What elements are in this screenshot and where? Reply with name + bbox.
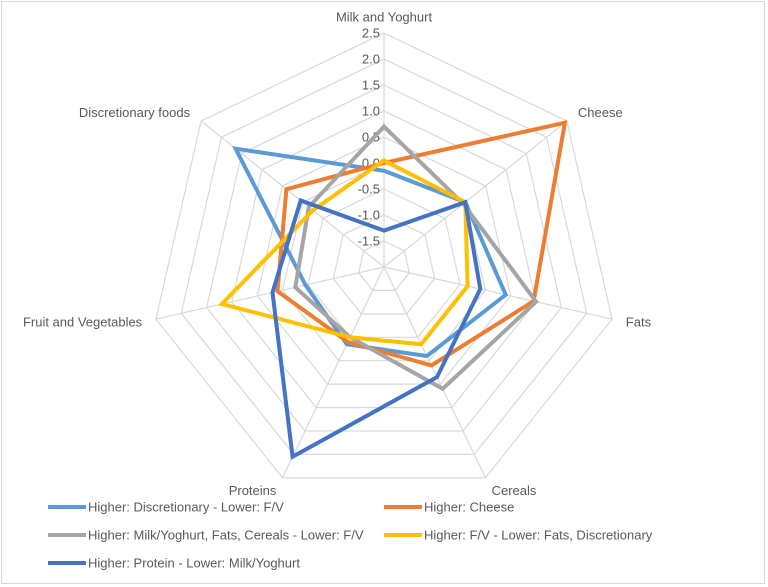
radial-tick-label: 1.0 [362, 104, 380, 119]
radial-tick-label: 1.5 [362, 78, 380, 93]
radial-tick-label: 2.0 [362, 52, 380, 67]
grid-spoke [200, 120, 385, 268]
grid-spoke [383, 120, 568, 268]
legend: Higher: Discretionary - Lower: F/V Higher… [48, 500, 653, 571]
radial-tick-label: 2.5 [362, 26, 380, 41]
radial-tick-label: -1.0 [358, 208, 380, 223]
grid-ring [332, 214, 436, 315]
category-label: Cheese [578, 105, 623, 120]
category-label: Fats [626, 315, 652, 330]
category-labels: Milk and Yoghurt Cheese Fats Cereals Protein… [23, 10, 652, 498]
legend-label: Higher: Discretionary - Lower: F/V [88, 500, 284, 515]
grid-ring [256, 136, 512, 385]
category-label: Proteins [229, 483, 277, 498]
legend-label: Higher: F/V - Lower: Fats, Discretionary [424, 528, 653, 543]
grid-ring [307, 188, 461, 338]
grid-spoke [281, 266, 385, 479]
grid-ring [155, 32, 613, 479]
grid-ring [358, 240, 410, 291]
series-line [217, 158, 470, 347]
radar-grid [155, 32, 613, 479]
series-line [293, 123, 539, 392]
grid-ring [180, 58, 588, 455]
category-label: Discretionary foods [79, 105, 191, 120]
series-line [270, 197, 483, 460]
grid-spoke [155, 266, 385, 320]
legend-label: Higher: Protein - Lower: Milk/Yoghurt [88, 556, 300, 571]
data-series [217, 120, 568, 460]
grid-spoke [383, 266, 487, 479]
legend-label: Higher: Cheese [424, 500, 514, 515]
category-label: Fruit and Vegetables [23, 315, 143, 330]
radial-tick-label: -1.5 [358, 234, 380, 249]
category-label: Cereals [492, 483, 537, 498]
grid-spoke [383, 266, 613, 320]
series-line [275, 120, 568, 368]
grid-ring [205, 84, 563, 432]
legend-label: Higher: Milk/Yoghurt, Fats, Cereals - Lo… [88, 528, 364, 543]
category-label: Milk and Yoghurt [336, 10, 433, 25]
radial-tick-label: -0.5 [358, 182, 380, 197]
